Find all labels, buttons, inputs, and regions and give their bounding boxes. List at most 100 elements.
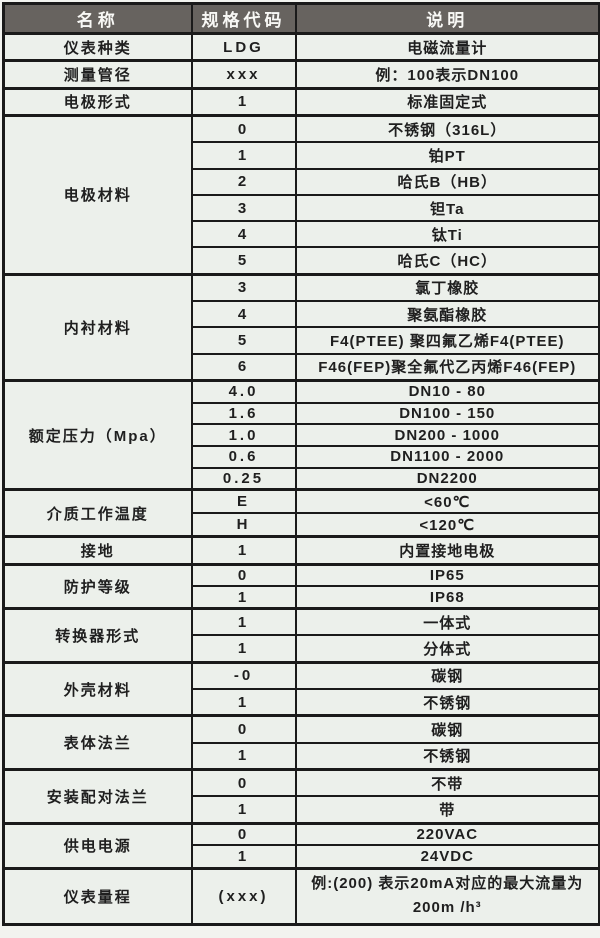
spec-desc-cell: DN100 - 150: [294, 401, 600, 426]
table-row: 防护等级 0 IP65: [2, 562, 600, 610]
table-row: 表体法兰 0 碳钢: [2, 714, 600, 771]
header-cell-name: 名称: [2, 2, 193, 35]
spec-desc-cell: <60℃: [294, 488, 600, 515]
spec-desc-cell: DN10 - 80: [294, 378, 600, 404]
table-header-row: 名称 规格代码 说明: [2, 2, 600, 35]
table-row: 2 哈氏B（HB）: [4, 167, 600, 196]
spec-desc-cell: 不锈钢: [294, 741, 600, 771]
spec-code-cell: 1: [190, 844, 297, 869]
spec-desc-cell: 哈氏C（HC）: [294, 246, 600, 276]
spec-code-cell: 3: [190, 193, 297, 223]
row-group-name: 仪表量程: [2, 866, 193, 926]
spec-code-cell: 0: [190, 714, 297, 744]
spec-code-cell: H: [190, 512, 297, 538]
spec-code-cell: 5: [190, 246, 297, 276]
table-row: 4 钛Ti: [4, 220, 600, 249]
row-group-name: 额定压力（Mpa）: [2, 378, 193, 491]
spec-desc-cell: 钛Ti: [294, 220, 600, 249]
spec-code-cell: 1: [190, 741, 297, 771]
spec-desc-cell: 标准固定式: [294, 86, 600, 117]
table-row: 0.25 DN2200: [4, 466, 600, 491]
spec-desc-cell: IP65: [294, 562, 600, 588]
row-group-name: 介质工作温度: [2, 488, 193, 538]
table-row: 供电电源 0 220VAC: [2, 821, 600, 869]
table-row: 1 铂PT: [4, 141, 600, 170]
spec-desc-cell: 氯丁橡胶: [294, 272, 600, 303]
table-row: 额定压力（Mpa） 4.0 DN10 - 80: [2, 378, 600, 491]
spec-desc-cell: 一体式: [294, 607, 600, 637]
table-row: 转换器形式 1 一体式: [2, 607, 600, 664]
spec-desc-cell: 碳钢: [294, 660, 600, 691]
spec-desc-cell: 聚氨酯橡胶: [294, 300, 600, 329]
spec-desc-cell: 铂PT: [294, 141, 600, 170]
spec-desc-cell: 不锈钢: [294, 688, 600, 717]
spec-code-cell: 1: [190, 86, 297, 117]
spec-code-cell: 2: [190, 167, 297, 196]
spec-code-cell: 0.25: [190, 466, 297, 491]
row-group-name: 外壳材料: [2, 660, 193, 717]
spec-code-cell: LDG: [190, 31, 297, 62]
spec-code-cell: 0.6: [190, 445, 297, 469]
header-cell-desc: 说明: [294, 2, 600, 35]
table-row: 5 F4(PTEE) 聚四氟乙烯F4(PTEE): [4, 326, 600, 355]
spec-code-cell: E: [190, 488, 297, 515]
spec-code-cell: 1: [190, 585, 297, 610]
spec-desc-cell: F46(FEP)聚全氟代乙丙烯F46(FEP): [294, 352, 600, 382]
table-row: 电极形式 1 标准固定式: [2, 86, 600, 117]
table-row: 测量管径 xxx 例：100表示DN100: [2, 59, 600, 90]
spec-code-cell: 0: [190, 562, 297, 588]
table-row: 5 哈氏C（HC）: [4, 246, 600, 276]
row-group-name: 接地: [2, 535, 193, 566]
table-row: 内衬材料 3 氯丁橡胶: [2, 272, 600, 382]
spec-desc-cell: <120℃: [294, 512, 600, 538]
table-row: 安装配对法兰 0 不带: [2, 768, 600, 825]
spec-desc-cell: 内置接地电极: [294, 535, 600, 566]
spec-code-cell: 1: [190, 795, 297, 825]
spec-code-cell: 1: [190, 634, 297, 664]
spec-code-cell: 0: [190, 821, 297, 847]
spec-code-cell: 1: [190, 535, 297, 566]
row-group-name: 电极形式: [2, 86, 193, 117]
spec-desc-cell: 带: [294, 795, 600, 825]
spec-code-cell: 4: [190, 300, 297, 329]
spec-table-body: 仪表种类 LDG 电磁流量计 测量管径 xxx 例：100表示DN100 电极形式 1 标准固定…: [2, 31, 600, 926]
spec-code-cell: xxx: [190, 59, 297, 90]
table-row: 1.0 DN200 - 1000: [4, 423, 600, 448]
spec-desc-cell: 不带: [294, 768, 600, 798]
spec-desc-cell: 220VAC: [294, 821, 600, 847]
row-group-name: 防护等级: [2, 562, 193, 610]
row-group-name: 测量管径: [2, 59, 193, 90]
header-cell-code: 规格代码: [190, 2, 297, 35]
table-row: 1 分体式: [4, 634, 600, 664]
table-row: 接地 1 内置接地电极: [2, 535, 600, 566]
spec-code-cell: 6: [190, 352, 297, 382]
row-group-name: 电极材料: [2, 114, 193, 276]
spec-desc-cell: 碳钢: [294, 714, 600, 744]
table-row: 外壳材料 -0 碳钢: [2, 660, 600, 717]
spec-code-cell: 1.0: [190, 423, 297, 448]
table-row: 1.6 DN100 - 150: [4, 401, 600, 426]
spec-code-cell: 5: [190, 326, 297, 355]
spec-desc-cell: DN2200: [294, 466, 600, 491]
spec-desc-cell: 24VDC: [294, 844, 600, 869]
table-row: 介质工作温度 E <60℃: [2, 488, 600, 538]
table-row: 0.6 DN1100 - 2000: [4, 445, 600, 469]
table-row: 1 不锈钢: [4, 741, 600, 771]
table-row: 1 不锈钢: [4, 688, 600, 717]
spec-code-cell: -0: [190, 660, 297, 691]
table-row: 3 钽Ta: [4, 193, 600, 223]
row-group-name: 转换器形式: [2, 607, 193, 664]
spec-code-cell: (xxx): [190, 866, 297, 926]
table-row: 4 聚氨酯橡胶: [4, 300, 600, 329]
spec-desc-cell: 哈氏B（HB）: [294, 167, 600, 196]
row-group-name: 供电电源: [2, 821, 193, 869]
table-row: 1 IP68: [4, 585, 600, 610]
spec-code-cell: 3: [190, 272, 297, 303]
spec-desc-cell: F4(PTEE) 聚四氟乙烯F4(PTEE): [294, 326, 600, 355]
table-row: 仪表种类 LDG 电磁流量计: [2, 31, 600, 62]
table-row: 仪表量程 (xxx) 例:(200) 表示20mA对应的最大流量为200m /h³: [2, 866, 600, 926]
spec-code-cell: 0: [190, 114, 297, 144]
